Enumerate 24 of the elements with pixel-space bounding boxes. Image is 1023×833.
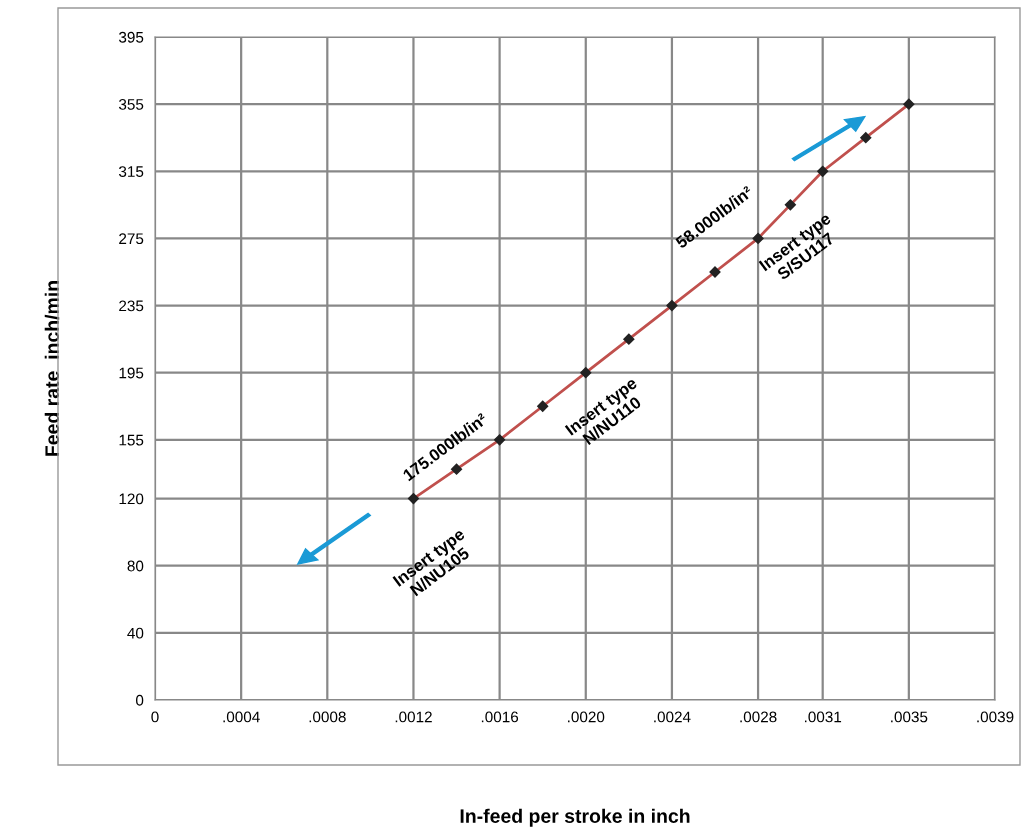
y-tick-label: 355 (118, 99, 144, 110)
x-tick-label: .0031 (804, 711, 842, 723)
x-tick-label: .0035 (891, 711, 928, 723)
y-tick-label: 0 (135, 694, 144, 706)
x-tick-label: .0008 (309, 711, 346, 723)
y-tick-label: 155 (119, 434, 144, 446)
y-tick-label: 235 (119, 300, 144, 312)
x-tick-label: 0 (151, 711, 159, 723)
x-tick-label: .0028 (740, 711, 777, 723)
x-tick-label: .0016 (481, 711, 519, 723)
x-axis-title: In-feed per stroke in inch (460, 808, 690, 827)
x-tick-label: .0012 (395, 711, 432, 723)
x-tick-label: .0039 (977, 711, 1014, 723)
y-axis-title: Feed rate inch/min (44, 281, 60, 456)
y-tick-label: 275 (119, 233, 144, 245)
y-tick-label: 315 (118, 166, 144, 177)
y-tick-label: 40 (127, 627, 144, 639)
x-tick-label: .0004 (223, 711, 260, 723)
x-tick-label: .0020 (568, 711, 605, 723)
y-tick-label: 80 (127, 560, 144, 572)
y-tick-label: 195 (119, 367, 144, 379)
y-tick-label: 120 (119, 493, 144, 505)
y-tick-label: 395 (118, 31, 144, 43)
x-tick-label: .0024 (654, 711, 691, 723)
